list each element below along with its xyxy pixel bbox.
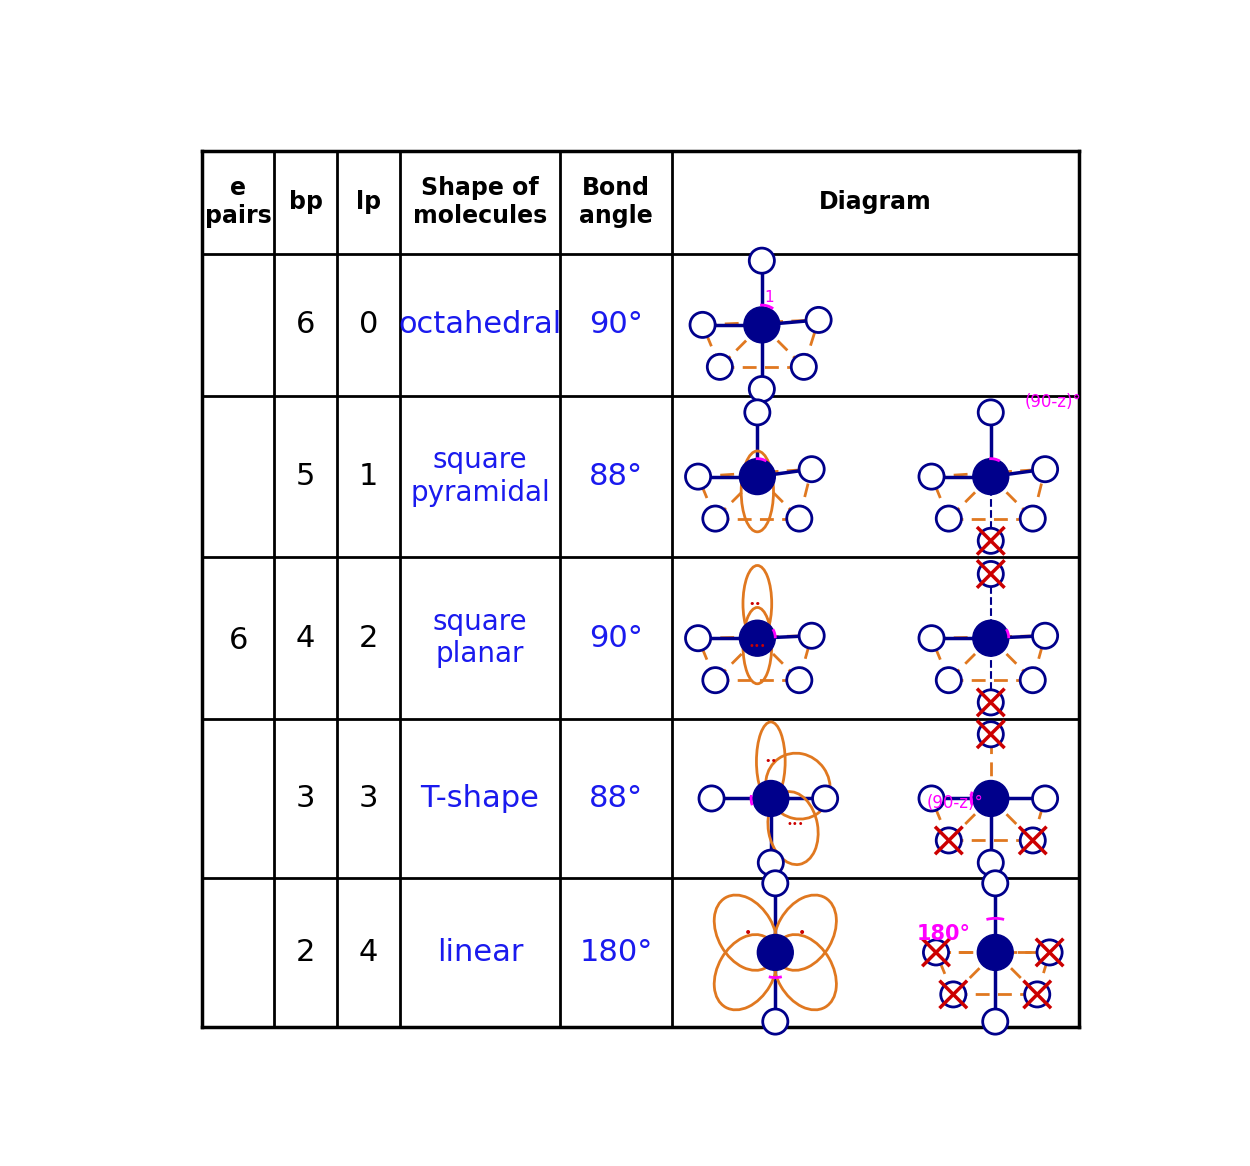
Circle shape xyxy=(799,623,824,648)
Circle shape xyxy=(936,506,961,532)
Text: (90-z)°: (90-z)° xyxy=(1025,393,1081,410)
Circle shape xyxy=(786,668,812,693)
Circle shape xyxy=(685,626,711,651)
Circle shape xyxy=(740,620,775,656)
Circle shape xyxy=(978,934,1014,970)
Circle shape xyxy=(762,871,788,895)
Circle shape xyxy=(1032,786,1058,812)
Text: e
pairs: e pairs xyxy=(205,176,271,229)
Circle shape xyxy=(936,668,961,693)
Circle shape xyxy=(762,1009,788,1034)
Circle shape xyxy=(740,458,775,494)
Text: 1: 1 xyxy=(764,290,774,305)
Circle shape xyxy=(786,506,812,532)
Circle shape xyxy=(758,934,794,970)
Text: (90-z)°: (90-z)° xyxy=(926,794,982,812)
Text: •: • xyxy=(744,926,752,940)
Circle shape xyxy=(936,828,961,854)
Text: 2: 2 xyxy=(359,624,379,653)
Circle shape xyxy=(919,626,944,651)
Circle shape xyxy=(759,850,784,876)
Text: 6: 6 xyxy=(296,310,315,339)
Circle shape xyxy=(685,464,711,490)
Circle shape xyxy=(799,457,824,482)
Text: ••: •• xyxy=(764,757,778,766)
Text: Diagram: Diagram xyxy=(819,190,931,215)
Circle shape xyxy=(979,562,1004,586)
Circle shape xyxy=(982,1009,1008,1034)
Text: linear: linear xyxy=(436,937,524,967)
Text: octahedral: octahedral xyxy=(399,310,561,339)
Circle shape xyxy=(690,312,715,337)
Text: 1: 1 xyxy=(359,462,379,491)
Circle shape xyxy=(699,786,724,812)
Circle shape xyxy=(1025,982,1050,1007)
Circle shape xyxy=(744,307,780,343)
Text: 6: 6 xyxy=(229,626,248,655)
Circle shape xyxy=(979,400,1004,424)
Circle shape xyxy=(979,722,1004,747)
Text: 88°: 88° xyxy=(589,462,642,491)
Text: 4: 4 xyxy=(359,937,379,967)
Circle shape xyxy=(919,464,944,490)
Circle shape xyxy=(703,668,728,693)
Circle shape xyxy=(1020,828,1045,854)
Text: •: • xyxy=(799,926,806,940)
Circle shape xyxy=(919,786,944,812)
Text: 5: 5 xyxy=(296,462,315,491)
Circle shape xyxy=(979,528,1004,554)
Circle shape xyxy=(812,786,838,812)
Text: T-shape: T-shape xyxy=(420,784,539,813)
Text: bp: bp xyxy=(289,190,322,215)
Circle shape xyxy=(1020,668,1045,693)
Circle shape xyxy=(791,354,816,379)
Text: 3: 3 xyxy=(359,784,379,813)
Circle shape xyxy=(745,400,770,424)
Text: 2: 2 xyxy=(296,937,315,967)
Text: 4: 4 xyxy=(296,624,315,653)
Circle shape xyxy=(982,871,1008,895)
Text: 180°: 180° xyxy=(916,925,970,944)
Circle shape xyxy=(707,354,732,379)
Circle shape xyxy=(749,248,775,273)
Text: square
planar: square planar xyxy=(432,607,528,668)
Circle shape xyxy=(972,780,1009,816)
Text: 88°: 88° xyxy=(589,784,642,813)
Circle shape xyxy=(752,780,789,816)
Text: 0: 0 xyxy=(359,310,379,339)
Circle shape xyxy=(972,458,1009,494)
Circle shape xyxy=(749,377,775,401)
Text: 90°: 90° xyxy=(589,624,642,653)
Circle shape xyxy=(979,690,1004,715)
Circle shape xyxy=(703,506,728,532)
Circle shape xyxy=(806,308,831,332)
Circle shape xyxy=(979,850,1004,876)
Text: 180°: 180° xyxy=(579,937,652,967)
Text: ••: •• xyxy=(749,598,761,609)
Circle shape xyxy=(1020,506,1045,532)
Circle shape xyxy=(1032,457,1058,482)
Text: Shape of
molecules: Shape of molecules xyxy=(412,176,548,229)
Text: lp: lp xyxy=(356,190,381,215)
Text: square
pyramidal: square pyramidal xyxy=(410,447,550,507)
Circle shape xyxy=(941,982,966,1007)
Text: •••: ••• xyxy=(786,819,804,829)
Text: 3: 3 xyxy=(296,784,315,813)
Circle shape xyxy=(924,940,949,965)
Circle shape xyxy=(1032,623,1058,648)
Text: 90°: 90° xyxy=(589,310,642,339)
Text: Bond
angle: Bond angle xyxy=(579,176,652,229)
Text: •••: ••• xyxy=(749,640,766,651)
Circle shape xyxy=(1038,940,1062,965)
Circle shape xyxy=(972,620,1009,656)
